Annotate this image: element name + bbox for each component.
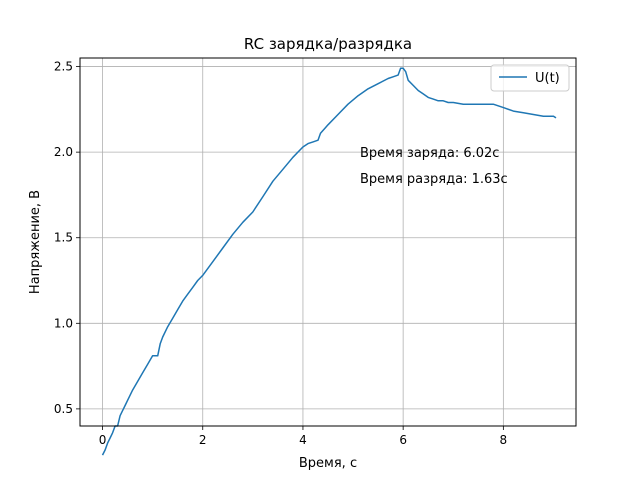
y-tick-label: 1.0: [54, 316, 73, 330]
y-tick-label: 2.0: [54, 145, 73, 159]
legend-box: [490, 64, 570, 92]
annotation-discharge-time: Время разряда: 1.63с: [360, 172, 508, 187]
legend: U(t): [490, 64, 570, 92]
annotation-charge-time: Время заряда: 6.02с: [360, 146, 499, 161]
x-tick-label: 4: [299, 433, 307, 447]
plot-frame: [79, 57, 577, 427]
x-tick-label: 8: [500, 433, 508, 447]
x-tick-label: 0: [99, 433, 107, 447]
y-tick-label: 1.5: [54, 231, 73, 245]
y-axis-label: Напряжение, В: [28, 190, 43, 294]
y-tick-label: 2.5: [54, 60, 73, 74]
y-tick-label: 0.5: [54, 402, 73, 416]
legend-label: U(t): [535, 71, 560, 86]
x-tick-label: 2: [199, 433, 207, 447]
x-tick-label: 6: [399, 433, 407, 447]
series-layer: [101, 67, 557, 456]
ticks: 0 2 4 6 8 0.5 1.0 1.5 2.0 2.5: [54, 60, 507, 447]
series-line-u-t: [101, 67, 557, 456]
chart-title: RC зарядка/разрядка: [244, 35, 412, 53]
x-axis-label: Время, с: [299, 456, 357, 471]
